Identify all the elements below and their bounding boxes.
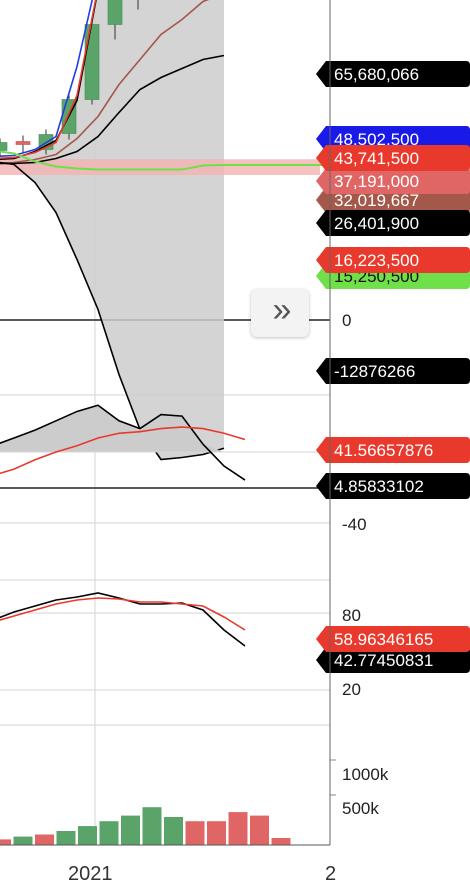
price-tag-5-text: 26,401,900 bbox=[334, 214, 419, 233]
volume-bar-0 bbox=[0, 839, 11, 845]
oscillator-1-area bbox=[0, 405, 245, 452]
x-axis-label-partial: 2 bbox=[325, 863, 336, 885]
price-tag-5-background bbox=[316, 210, 470, 236]
volume-bar-5 bbox=[99, 821, 119, 845]
oscillator-2-line-black bbox=[0, 592, 246, 647]
price-tag-8-background bbox=[316, 358, 470, 384]
price-tag-0-background bbox=[316, 61, 470, 87]
volume-tick-500k: 500k bbox=[342, 799, 379, 818]
volume-bar-13 bbox=[271, 838, 291, 845]
price-tag-5: 26,401,900 bbox=[316, 210, 470, 236]
volume-tick-1000k: 1000k bbox=[342, 765, 389, 784]
price-cloud-area bbox=[0, 0, 224, 460]
oscillator-1-tag-1-background bbox=[316, 473, 470, 499]
x-axis-label-2021: 2021 bbox=[68, 863, 113, 885]
price-tag-2-background bbox=[316, 145, 470, 171]
price-tag-8-text: -12876266 bbox=[334, 362, 415, 381]
oscillator-1-tag-1-text: 4.85833102 bbox=[334, 477, 424, 496]
price-tag-8: -12876266 bbox=[316, 358, 470, 384]
candle-body-5 bbox=[107, 0, 123, 25]
oscillator-1-line-red bbox=[0, 426, 246, 475]
oscillator-1-tick-label: -40 bbox=[342, 515, 367, 534]
oscillator-1-line-black bbox=[0, 404, 246, 481]
volume-bar-3 bbox=[56, 831, 76, 845]
volume-bar-11 bbox=[228, 812, 248, 845]
candle-body-1 bbox=[15, 141, 31, 145]
oscillator-2-tag-1-background bbox=[316, 647, 470, 673]
price-tag-0-text: 65,680,066 bbox=[334, 65, 419, 84]
price-tag-3-text: 37,191,000 bbox=[334, 172, 419, 191]
price-tag-2-text: 43,741,500 bbox=[334, 149, 419, 168]
oscillator-2-tag-0-text: 58.96346165 bbox=[334, 630, 433, 649]
oscillator-2-line-red bbox=[0, 597, 246, 631]
price-tag-4-text: 32,019,667 bbox=[334, 191, 419, 210]
scroll-to-latest-button[interactable]: » bbox=[251, 289, 309, 337]
price-tag-3-background bbox=[316, 168, 470, 194]
volume-bar-4 bbox=[78, 826, 97, 845]
price-tag-6-background bbox=[316, 247, 470, 273]
oscillator-1-tag-1: 4.85833102 bbox=[316, 473, 470, 499]
indicator-line-red bbox=[0, 0, 97, 159]
indicator-line-lower bbox=[0, 161, 225, 461]
oscillator-2-tag-0-background bbox=[316, 626, 470, 652]
oscillator-1-tag-0-text: 41.56657876 bbox=[334, 441, 433, 460]
price-band-area bbox=[0, 159, 320, 175]
price-tag-6: 16,223,500 bbox=[316, 247, 470, 273]
price-tag-2: 43,741,500 bbox=[316, 145, 470, 171]
volume-bar-6 bbox=[121, 815, 140, 845]
price-axis-tick-label: 0 bbox=[342, 311, 351, 330]
candle-body-0 bbox=[0, 142, 8, 151]
oscillator-2-tag-1: 42.77450831 bbox=[316, 647, 470, 673]
volume-bar-7 bbox=[142, 807, 162, 845]
oscillator-2-tag-0: 58.96346165 bbox=[316, 626, 470, 652]
price-tag-1-text: 48,502,500 bbox=[334, 130, 419, 149]
oscillator-1-tag-0-background bbox=[316, 437, 470, 463]
indicator-line-blue bbox=[0, 0, 93, 157]
oscillator-2-tick-80: 80 bbox=[342, 606, 361, 625]
oscillator-2-tick-20: 20 bbox=[342, 680, 361, 699]
indicator-line-green bbox=[0, 150, 225, 171]
volume-bar-2 bbox=[35, 834, 54, 845]
oscillator-2-tag-1-text: 42.77450831 bbox=[334, 651, 433, 670]
oscillator-1-tag-0: 41.56657876 bbox=[316, 437, 470, 463]
double-chevron-right-icon: » bbox=[272, 291, 292, 329]
price-tag-6-text: 16,223,500 bbox=[334, 251, 419, 270]
indicator-line-middle bbox=[0, 54, 225, 165]
price-tag-0: 65,680,066 bbox=[316, 61, 470, 87]
price-tag-3: 37,191,000 bbox=[316, 168, 470, 194]
volume-bar-12 bbox=[250, 815, 269, 845]
volume-bar-1 bbox=[13, 836, 33, 845]
volume-bar-8 bbox=[164, 817, 183, 845]
candle-body-4 bbox=[84, 24, 100, 100]
volume-bar-9 bbox=[185, 821, 205, 845]
volume-bar-10 bbox=[207, 821, 226, 845]
